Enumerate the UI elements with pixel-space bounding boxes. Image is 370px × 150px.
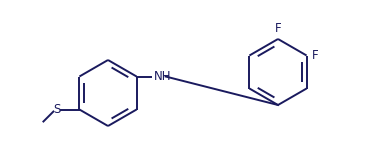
Text: F: F — [312, 49, 318, 62]
Text: S: S — [54, 103, 61, 116]
Text: NH: NH — [154, 70, 171, 83]
Text: F: F — [275, 22, 281, 35]
